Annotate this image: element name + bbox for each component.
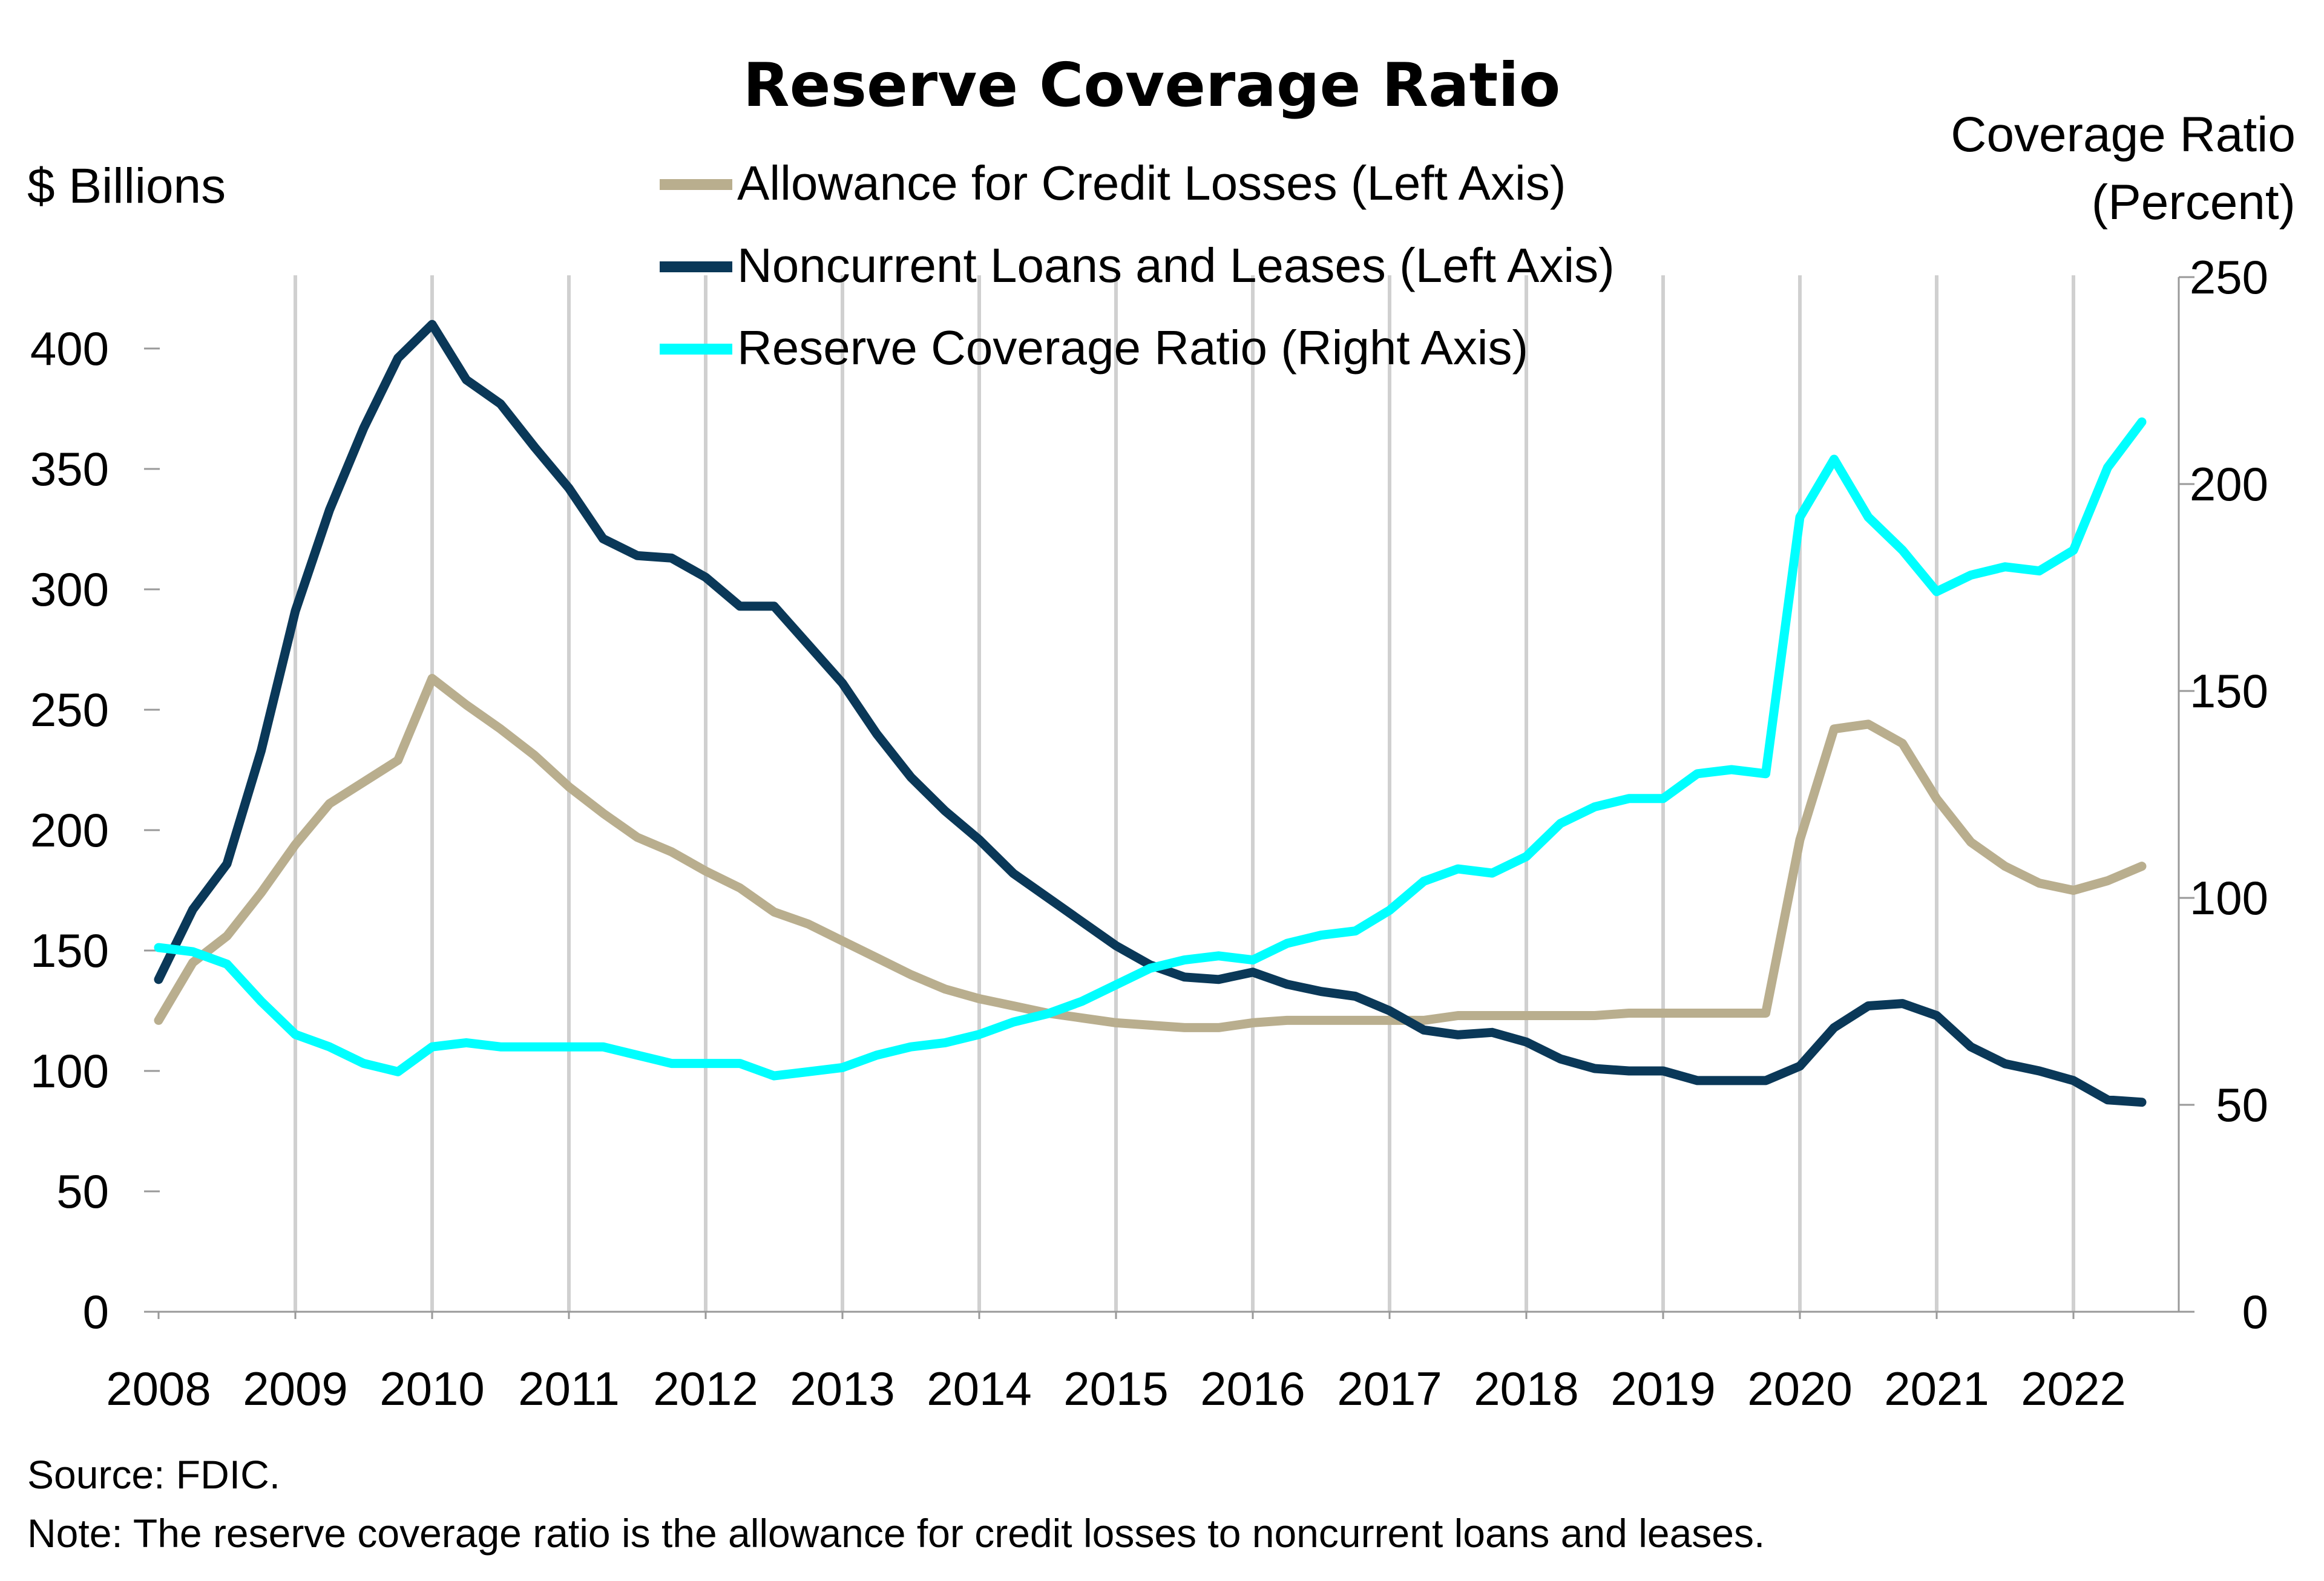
left-tick-label-0: 0 bbox=[83, 1285, 109, 1338]
right-axis-label-line1: Coverage Ratio bbox=[1951, 107, 2296, 162]
x-tick-label-2021: 2021 bbox=[1884, 1362, 1989, 1415]
legend-label-2: Noncurrent Loans and Leases (Left Axis) bbox=[737, 238, 1615, 292]
right-tick-label-50: 50 bbox=[2216, 1078, 2268, 1131]
series-line-2 bbox=[154, 319, 2147, 1107]
left-tick-label-250: 250 bbox=[30, 683, 109, 736]
x-tick-label-2016: 2016 bbox=[1200, 1362, 1305, 1415]
left-tick-label-150: 150 bbox=[30, 924, 109, 977]
right-tick-label-150: 150 bbox=[2190, 664, 2268, 718]
legend-label-1: Allowance for Credit Losses (Left Axis) bbox=[737, 156, 1566, 210]
x-tick-label-2019: 2019 bbox=[1610, 1362, 1716, 1415]
left-tick-label-200: 200 bbox=[30, 804, 109, 857]
x-tick-label-2011: 2011 bbox=[518, 1362, 620, 1415]
left-tick-label-350: 350 bbox=[30, 442, 109, 496]
x-tick-label-2014: 2014 bbox=[927, 1362, 1032, 1415]
source-note: Source: FDIC. bbox=[27, 1452, 280, 1497]
left-tick-label-400: 400 bbox=[30, 322, 109, 375]
right-tick-label-200: 200 bbox=[2190, 457, 2268, 511]
x-tick-label-2010: 2010 bbox=[379, 1362, 485, 1415]
series-lines bbox=[154, 319, 2147, 1107]
legend-label-3: Reserve Coverage Ratio (Right Axis) bbox=[737, 321, 1528, 375]
x-tick-label-2018: 2018 bbox=[1474, 1362, 1579, 1415]
right-tick-label-250: 250 bbox=[2190, 250, 2268, 304]
x-tick-label-2017: 2017 bbox=[1337, 1362, 1442, 1415]
series-line-3 bbox=[154, 417, 2147, 1081]
left-axis-label: $ Billions bbox=[27, 159, 226, 214]
left-tick-label-50: 50 bbox=[56, 1165, 109, 1218]
x-tick-label-2015: 2015 bbox=[1063, 1362, 1169, 1415]
tick-labels: 2008 2009 2010 2011 2012 2013 2014 2015 2016 2017… bbox=[30, 250, 2268, 1415]
left-tick-label-300: 300 bbox=[30, 563, 109, 616]
series-line-1 bbox=[154, 673, 2147, 1032]
vertical-gridlines bbox=[294, 275, 2075, 1312]
axes bbox=[144, 276, 2194, 1319]
x-tick-label-2012: 2012 bbox=[653, 1362, 758, 1415]
chart-title: Reserve Coverage Ratio bbox=[743, 50, 1561, 120]
legend: Allowance for Credit Losses (Left Axis) N… bbox=[660, 156, 1615, 375]
left-tick-label-100: 100 bbox=[30, 1044, 109, 1098]
x-tick-label-2013: 2013 bbox=[790, 1362, 895, 1415]
x-tick-label-2020: 2020 bbox=[1747, 1362, 1853, 1415]
x-tick-label-2008: 2008 bbox=[106, 1362, 211, 1415]
right-tick-label-100: 100 bbox=[2190, 871, 2268, 925]
footnote: Note: The reserve coverage ratio is the … bbox=[27, 1511, 1765, 1556]
x-tick-label-2022: 2022 bbox=[2021, 1362, 2126, 1415]
x-tick-label-2009: 2009 bbox=[243, 1362, 348, 1415]
right-axis-label-line2: (Percent) bbox=[2092, 175, 2296, 230]
right-tick-label-0: 0 bbox=[2242, 1285, 2268, 1338]
